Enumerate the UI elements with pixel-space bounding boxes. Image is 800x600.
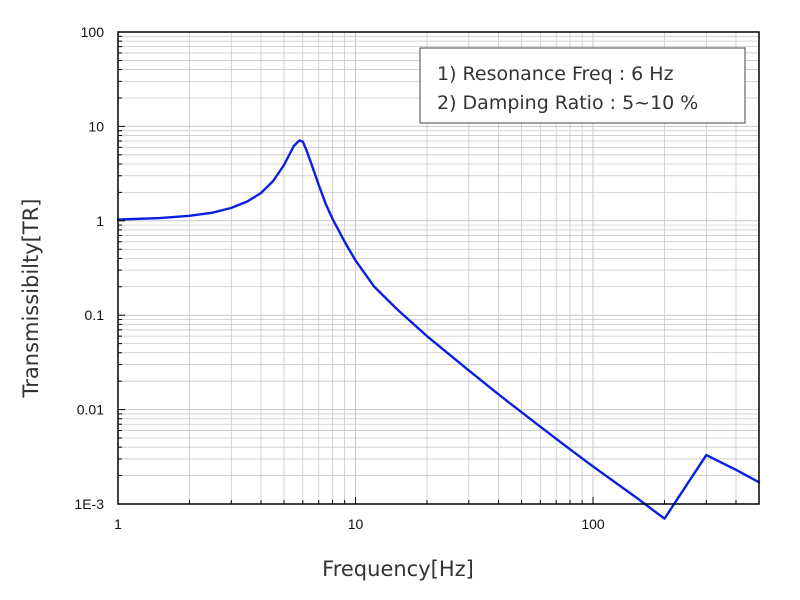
x-tick-label: 100 xyxy=(581,516,605,532)
y-axis-title: Transmissibilty[TR] xyxy=(19,199,43,399)
annotation-box: 1) Resonance Freq : 6 Hz 2) Damping Rati… xyxy=(419,47,746,124)
y-tick-label: 100 xyxy=(81,24,105,40)
series-layer xyxy=(116,139,761,520)
annotation-frame xyxy=(419,47,746,124)
grid xyxy=(117,31,760,505)
annotation-line-2: 2) Damping Ratio : 5~10 % xyxy=(437,92,698,114)
y-ticks: 100 10 1 0.1 0.01 1E-3 xyxy=(74,24,125,512)
y-tick-label: 1 xyxy=(96,213,104,229)
y-tick-label: 0.01 xyxy=(77,402,104,418)
x-tick-label: 10 xyxy=(348,516,364,532)
series-line-1 xyxy=(116,139,761,520)
y-tick-label: 1E-3 xyxy=(74,496,104,512)
plot-frame xyxy=(117,31,760,505)
annotation-line-1: 1) Resonance Freq : 6 Hz xyxy=(437,63,674,85)
y-tick-label: 10 xyxy=(88,118,104,134)
x-ticks: 1 10 100 xyxy=(114,497,760,532)
x-axis-title: Frequency[Hz] xyxy=(322,557,474,581)
y-tick-label: 0.1 xyxy=(85,307,105,323)
x-tick-label: 1 xyxy=(114,516,122,532)
